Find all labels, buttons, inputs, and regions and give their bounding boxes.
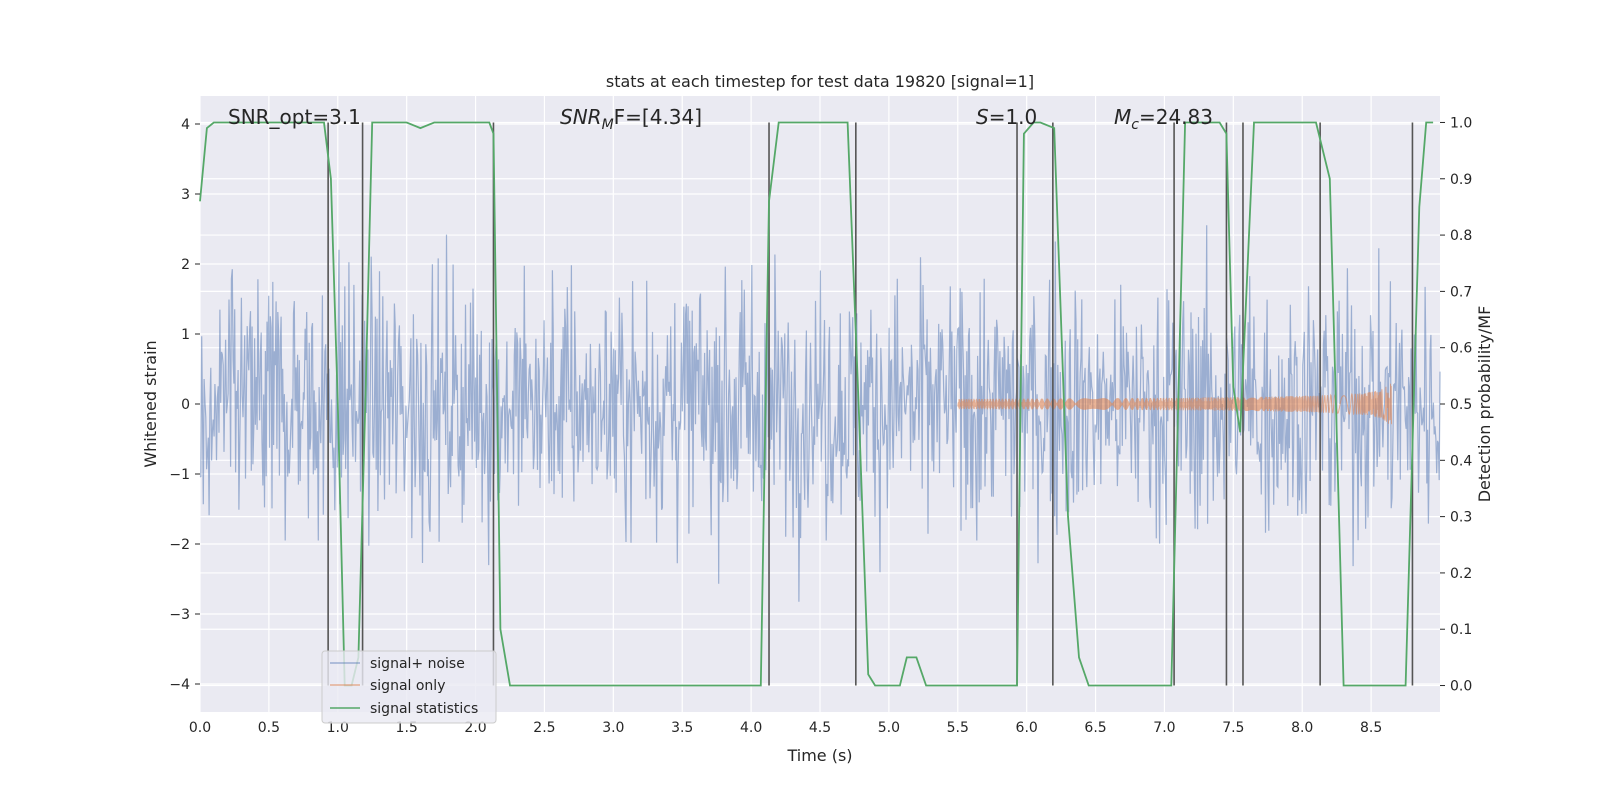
y-tick-label: 1 — [181, 327, 190, 343]
x-tick-label: 5.0 — [878, 720, 900, 736]
y-axis-label: Whitened strain — [141, 340, 160, 467]
x-axis-label: Time (s) — [786, 746, 852, 765]
legend-box — [321, 650, 497, 724]
x-tick-label: 1.5 — [396, 720, 418, 736]
y-ticks: 4 3 2 1 0 −1 −2 −3 −4 — [169, 117, 200, 693]
y2-tick-label: 0.1 — [1450, 622, 1472, 638]
x-tick-label: 6.5 — [1084, 720, 1106, 736]
x-tick-label: 3.5 — [671, 720, 693, 736]
x-tick-label: 2.5 — [533, 720, 555, 736]
x-tick-label: 5.5 — [947, 720, 969, 736]
annotation-s: S=1.0 — [976, 105, 1037, 129]
y-tick-label: 4 — [181, 117, 190, 133]
x-tick-label: 0.5 — [258, 720, 280, 736]
y2-tick-label: 0.2 — [1450, 566, 1472, 582]
x-tick-label: 1.0 — [327, 720, 349, 736]
y-tick-label: 2 — [181, 257, 190, 273]
annotation-snr-opt: SNR_opt=3.1 — [228, 105, 361, 129]
y-tick-label: −2 — [169, 537, 190, 553]
y2-tick-label: 0.3 — [1450, 510, 1472, 526]
x-tick-label: 3.0 — [602, 720, 624, 736]
signal-statistics-line — [199, 121, 1434, 687]
y2-axis-label: Detection probability/MF — [1475, 306, 1494, 503]
y2-tick-label: 0.0 — [1450, 679, 1472, 695]
x-tick-label: 8.0 — [1291, 720, 1313, 736]
x-tick-label: 7.5 — [1222, 720, 1244, 736]
y2-tick-label: 0.6 — [1450, 341, 1472, 357]
x-tick-label: 4.5 — [809, 720, 831, 736]
x-tick-label: 0.0 — [189, 720, 211, 736]
x-tick-label: 6.0 — [1016, 720, 1038, 736]
annotation-snr-mf: SNRMF=[4.34] — [560, 105, 702, 133]
legend-label-signal-statistics: signal statistics — [370, 701, 478, 717]
x-tick-label: 2.0 — [464, 720, 486, 736]
annotation-mc: Mc=24.83 — [1114, 105, 1213, 133]
y-tick-label: −4 — [169, 677, 190, 693]
y2-tick-label: 0.7 — [1450, 284, 1472, 300]
y2-tick-label: 0.5 — [1450, 397, 1472, 413]
x-tick-label: 8.5 — [1360, 720, 1382, 736]
y-tick-label: −3 — [169, 607, 190, 623]
series-signal-statistics — [199, 121, 1434, 687]
legend-label-signal-plus-noise: signal+ noise — [370, 656, 465, 672]
y2-tick-label: 0.4 — [1450, 453, 1472, 469]
legend-label-signal-only: signal only — [370, 678, 445, 694]
vertical-markers — [327, 122, 1414, 686]
legend: signal+ noise signal only signal statist… — [321, 650, 497, 724]
x-tick-label: 7.0 — [1153, 720, 1175, 736]
y-tick-label: 3 — [181, 187, 190, 203]
y2-ticks: 1.0 0.9 0.8 0.7 0.6 0.5 0.4 0.3 0.2 0.1 0.0 — [1440, 115, 1472, 695]
chart-title: stats at each timestep for test data 198… — [606, 72, 1034, 91]
x-tick-label: 4.0 — [740, 720, 762, 736]
y-tick-label: 0 — [181, 397, 190, 413]
y-tick-label: −1 — [169, 467, 190, 483]
y2-tick-label: 0.8 — [1450, 228, 1472, 244]
x-ticks: 0.0 0.5 1.0 1.5 2.0 2.5 3.0 3.5 4.0 4.5 5.0 5.5 6.0 6… — [189, 720, 1382, 736]
y2-tick-label: 0.9 — [1450, 172, 1472, 188]
y2-tick-label: 1.0 — [1450, 115, 1472, 131]
